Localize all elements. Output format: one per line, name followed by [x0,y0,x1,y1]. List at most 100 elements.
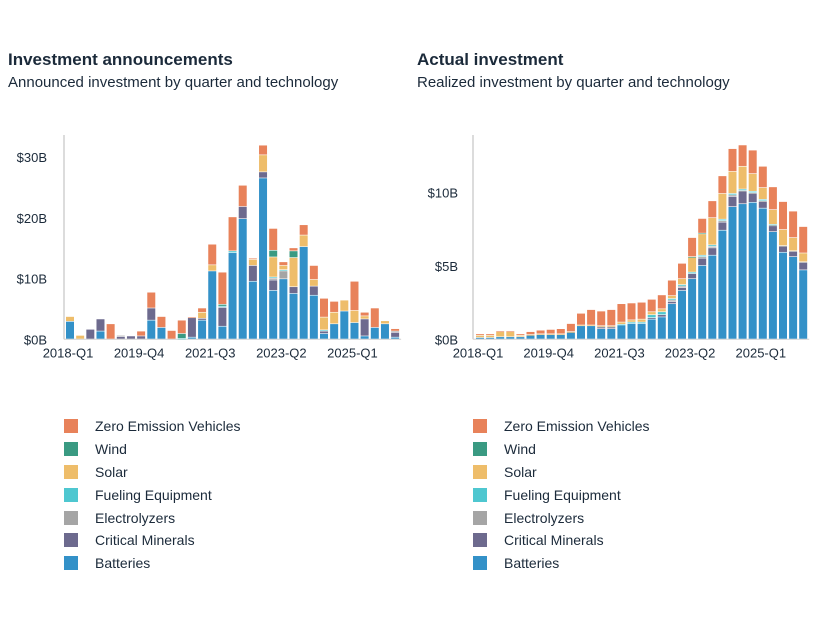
bar-segment-zero-emission-vehicles [187,317,196,319]
bar-segment-fueling-equipment [657,312,666,315]
bar-segment-electrolyzers [718,220,727,222]
bar-segment-solar [506,331,515,337]
bar-segment-critical-minerals [748,193,757,202]
bar-segment-batteries [279,279,288,339]
legend-swatch [64,556,78,571]
bar-segment-solar [350,310,359,323]
right-legend: Zero Emission Vehicles Wind Solar Fueling E… [473,415,650,575]
bar-segment-batteries [157,327,166,339]
bar-segment-zero-emission-vehicles [198,308,207,312]
bar-segment-critical-minerals [116,336,125,339]
bar-segment-solar [607,326,616,327]
bar-segment-batteries [187,337,196,339]
bar-segment-zero-emission-vehicles [106,324,115,339]
bar-segment-critical-minerals [779,246,787,252]
bar-segment-fueling-equipment [177,338,186,340]
bar-segment-batteries [506,337,515,339]
bar-segment-zero-emission-vehicles [350,281,359,311]
bar-segment-batteries [269,290,278,339]
x-tick-label: 2021-Q3 [185,345,236,360]
bar-segment-electrolyzers [597,326,606,328]
bar-segment-batteries [198,320,207,339]
bar-segment-batteries [698,265,707,339]
legend-swatch [473,419,487,434]
bar-segment-solar [360,316,369,319]
bar-segment-zero-emission-vehicles [597,311,606,326]
bar-segment-electrolyzers [779,245,787,247]
bar-segment-zero-emission-vehicles [299,225,308,235]
left-chart-title: Investment announcements [8,50,233,69]
bar-segment-zero-emission-vehicles [577,313,585,325]
bar-segment-zero-emission-vehicles [698,218,707,233]
bar-segment-solar [738,166,747,189]
bar-segment-fueling-equipment [667,298,676,300]
bar-segment-critical-minerals [758,201,767,208]
bar-segment-zero-emission-vehicles [748,150,757,174]
bar-segment-wind [218,304,227,306]
bar-segment-solar [637,319,646,322]
bar-segment-critical-minerals [309,286,318,295]
legend-item: Fueling Equipment [473,483,650,506]
bar-segment-solar [728,171,737,194]
bar-segment-batteries [96,331,105,339]
bar-segment-solar [566,331,575,333]
right-chart-subtitle: Realized investment by quarter and techn… [417,74,730,91]
bar-segment-solar [259,155,268,172]
bar-segment-zero-emission-vehicles [718,176,727,194]
bar-segment-zero-emission-vehicles [546,329,555,334]
bar-segment-fueling-equipment [708,245,717,247]
bar-segment-batteries [708,255,717,339]
bar-segment-zero-emission-vehicles [516,334,525,336]
legend-item: Batteries [473,552,650,575]
bar-segment-batteries [546,334,555,339]
bar-segment-solar [748,173,757,191]
legend-label: Zero Emission Vehicles [504,418,650,435]
bar-segment-batteries [728,207,737,339]
legend-item: Critical Minerals [64,529,241,552]
right-chart-title: Actual investment [417,50,564,69]
y-tick-label: $10B [428,185,458,200]
bar-segment-electrolyzers [391,331,400,333]
bar-segment-batteries [218,326,227,339]
bar-segment-batteries [597,329,606,339]
bar-segment-batteries [718,230,727,339]
bar-segment-solar [526,334,535,336]
bar-segment-solar [587,325,596,326]
bar-segment-solar [309,279,318,286]
bar-segment-critical-minerals [269,280,278,291]
bar-segment-batteries [486,337,495,339]
x-tick-label: 2023-Q2 [256,345,307,360]
x-tick-label: 2025-Q1 [736,345,787,360]
x-tick-label: 2019-Q4 [523,345,574,360]
bar-segment-fueling-equipment [718,219,727,221]
bar-segment-critical-minerals [607,327,616,329]
bar-segment-solar [698,234,707,255]
bar-segment-batteries [360,336,369,339]
bar-segment-solar [617,322,626,324]
bar-segment-zero-emission-vehicles [320,298,328,317]
bar-segment-critical-minerals [667,301,676,304]
bar-segment-fueling-equipment [647,315,656,318]
bar-segment-zero-emission-vehicles [269,228,278,250]
bar-segment-solar [516,335,525,337]
bar-segment-zero-emission-vehicles [289,248,298,251]
bar-segment-solar [627,320,636,322]
legend-swatch [473,464,487,479]
bar-segment-fueling-equipment [617,324,626,326]
bar-segment-batteries [587,326,596,339]
legend-label: Fueling Equipment [504,486,621,503]
bar-segment-fueling-equipment [678,284,686,286]
bar-segment-solar [208,265,217,271]
bar-segment-solar [299,235,308,247]
bar-segment-batteries [248,281,257,339]
bar-segment-batteries [647,319,656,339]
legend-swatch [64,510,78,525]
bar-segment-fueling-equipment [269,277,278,278]
bar-segment-batteries [66,321,74,339]
bar-segment-solar [647,312,656,315]
bar-segment-critical-minerals [678,287,686,291]
legend-label: Wind [95,441,127,458]
bar-segment-critical-minerals [248,265,257,281]
